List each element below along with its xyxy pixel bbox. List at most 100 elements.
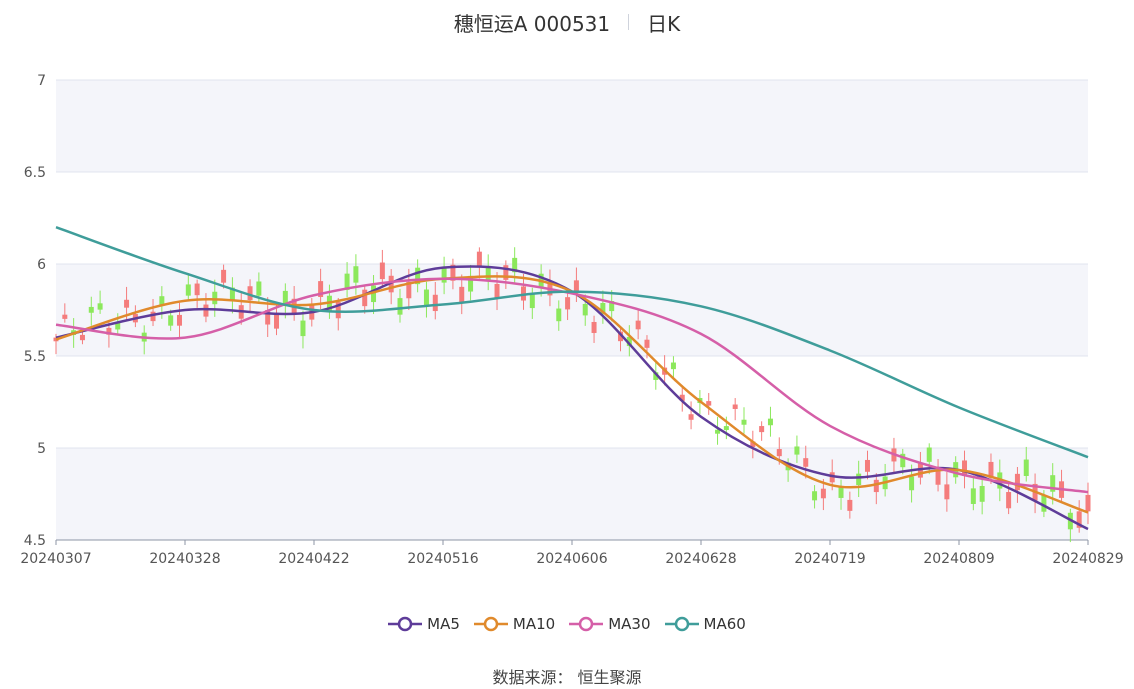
candle-body — [115, 322, 121, 330]
candle-body — [962, 460, 968, 476]
candle-body — [106, 327, 112, 335]
candle-body — [300, 320, 306, 337]
candle-body — [318, 281, 324, 298]
legend-item-ma30[interactable]: MA30 — [569, 615, 651, 633]
candle-body — [626, 336, 632, 347]
candle-body — [432, 294, 438, 312]
source-footer: 数据来源： 恒生聚源 — [0, 664, 1134, 688]
candle-body — [1050, 475, 1056, 492]
candle-body — [282, 290, 288, 306]
candle-body — [715, 429, 721, 434]
legend-marker-icon — [388, 616, 423, 632]
candle-body — [168, 315, 174, 326]
y-tick-label: 6 — [37, 257, 46, 273]
chart-header: 穗恒运A 000531 日K — [0, 6, 1134, 38]
y-tick-label: 5 — [37, 441, 46, 457]
candle-body — [988, 461, 994, 478]
candle-body — [247, 286, 253, 301]
candle-body — [909, 476, 915, 491]
candle-body — [679, 394, 685, 401]
header-separator — [628, 14, 630, 30]
candle-body — [326, 295, 332, 312]
candle-body — [732, 404, 738, 409]
candle-body — [670, 362, 676, 370]
y-tick-label: 7 — [37, 73, 46, 89]
candle-body — [838, 487, 844, 498]
candle-body — [494, 283, 500, 299]
x-tick-label: 20240328 — [149, 551, 220, 567]
candle-body — [847, 499, 853, 511]
candle-body — [944, 484, 950, 500]
candle-body — [353, 266, 359, 283]
candle-body — [485, 266, 491, 282]
candle-body — [256, 281, 262, 296]
candle-body — [124, 299, 130, 308]
candle-body — [335, 302, 341, 319]
candle-body — [1023, 459, 1029, 476]
candle-body — [970, 488, 976, 504]
candle-body — [750, 441, 756, 447]
legend-item-ma5[interactable]: MA5 — [388, 615, 460, 633]
candle-body — [150, 311, 156, 322]
candle-body — [600, 302, 606, 314]
candle-body — [203, 304, 209, 317]
legend-label: MA60 — [703, 615, 746, 633]
candle-body — [776, 449, 782, 457]
candle-body — [221, 269, 227, 283]
candle-body — [635, 320, 641, 330]
x-tick-label: 20240422 — [278, 551, 349, 567]
candle-body — [176, 314, 182, 326]
candle-body — [688, 414, 694, 420]
candle-body — [441, 266, 447, 283]
legend-item-ma60[interactable]: MA60 — [664, 615, 746, 633]
candle-body — [1085, 494, 1091, 512]
candle-body — [379, 262, 385, 280]
candle-body — [344, 273, 350, 290]
candle-body — [423, 289, 429, 306]
legend: MA5 MA10 MA30 MA60 — [0, 612, 1134, 636]
x-tick-label: 20240628 — [665, 551, 736, 567]
candle-body — [803, 458, 809, 467]
candle-body — [979, 485, 985, 502]
legend-label: MA30 — [608, 615, 651, 633]
candle-body — [856, 473, 862, 486]
stock-title: 穗恒运A 000531 — [453, 11, 611, 36]
candle-body — [741, 419, 747, 425]
candle-body — [185, 284, 191, 296]
grid-layer: 4.5 5 5.5 6 6.5 7 20240307 20240328 20240422 2024… — [20, 73, 1123, 567]
x-tick-label: 20240809 — [923, 551, 994, 567]
legend-item-ma10[interactable]: MA10 — [473, 615, 556, 633]
candle-body — [229, 287, 235, 301]
candle-body — [1041, 495, 1047, 512]
candle-body — [935, 470, 941, 485]
candle-body — [591, 321, 597, 333]
series-line-ma30 — [55, 277, 1089, 494]
x-tick-label: 20240516 — [407, 551, 478, 567]
candle-body — [529, 294, 535, 309]
candle-body — [97, 303, 103, 310]
legend-label: MA10 — [512, 615, 556, 633]
candle-body — [88, 306, 94, 313]
candle-body — [900, 453, 906, 468]
legend-label: MA5 — [427, 615, 460, 633]
candle-body — [62, 314, 68, 319]
series-line-ma60 — [55, 226, 1089, 459]
candle-body — [917, 463, 923, 478]
y-tick-label: 5.5 — [24, 349, 46, 365]
candle-body — [415, 267, 421, 285]
y-tick-label: 6.5 — [24, 165, 46, 181]
candle-body — [794, 446, 800, 455]
candle-body — [265, 310, 271, 325]
candle-body — [582, 303, 588, 316]
candle-body — [194, 283, 200, 296]
candle-body — [706, 401, 712, 406]
candle-body — [159, 296, 165, 307]
candle-body — [653, 372, 659, 380]
candle-body — [520, 286, 526, 301]
legend-marker-icon — [569, 616, 604, 632]
candle-body — [609, 300, 615, 312]
candle-body — [459, 286, 465, 303]
candle-body — [371, 285, 377, 303]
